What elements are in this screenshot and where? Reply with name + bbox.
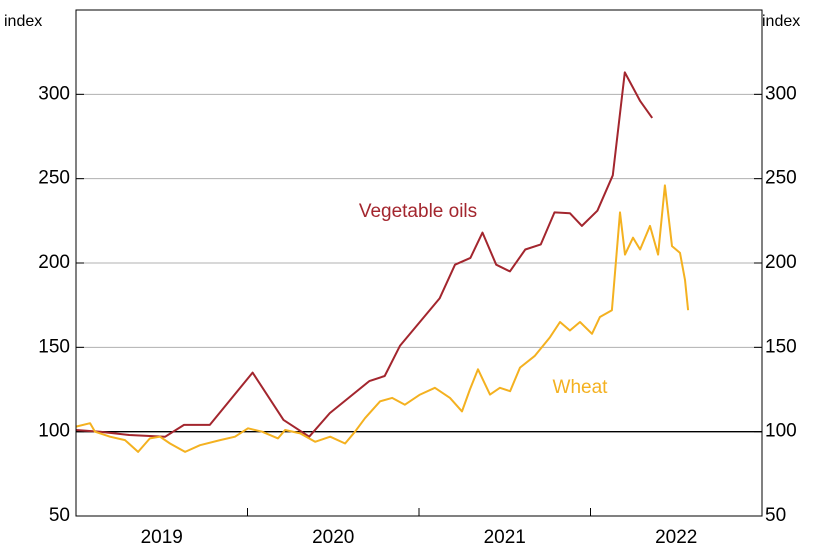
y2-tick-label: 300: [765, 83, 797, 104]
x-tick-label: 2022: [655, 527, 697, 548]
x-tick-label: 2021: [484, 527, 526, 548]
y-tick-label: 300: [38, 83, 70, 104]
y2-tick-label: 250: [765, 168, 797, 189]
x-tick-label: 2019: [141, 527, 183, 548]
x-tick-label: 2020: [312, 527, 354, 548]
series-label: Vegetable oils: [359, 201, 477, 222]
plot-frame: [75, 9, 763, 517]
y-tick-label: 250: [38, 168, 70, 189]
y-tick-label: 100: [38, 421, 70, 442]
series-label: Wheat: [553, 377, 609, 398]
y2-tick-label: 200: [765, 252, 797, 273]
y-tick-label: 200: [38, 252, 70, 273]
line-series: [75, 184, 690, 453]
y2-axis-label: index: [762, 13, 800, 30]
line-series: [75, 71, 654, 438]
y-axis-label: index: [4, 13, 42, 30]
y2-tick-label: 50: [765, 505, 786, 526]
y-tick-label: 50: [49, 505, 70, 526]
y2-tick-label: 150: [765, 336, 797, 357]
y-tick-label: 150: [38, 336, 70, 357]
y2-tick-label: 100: [765, 421, 797, 442]
